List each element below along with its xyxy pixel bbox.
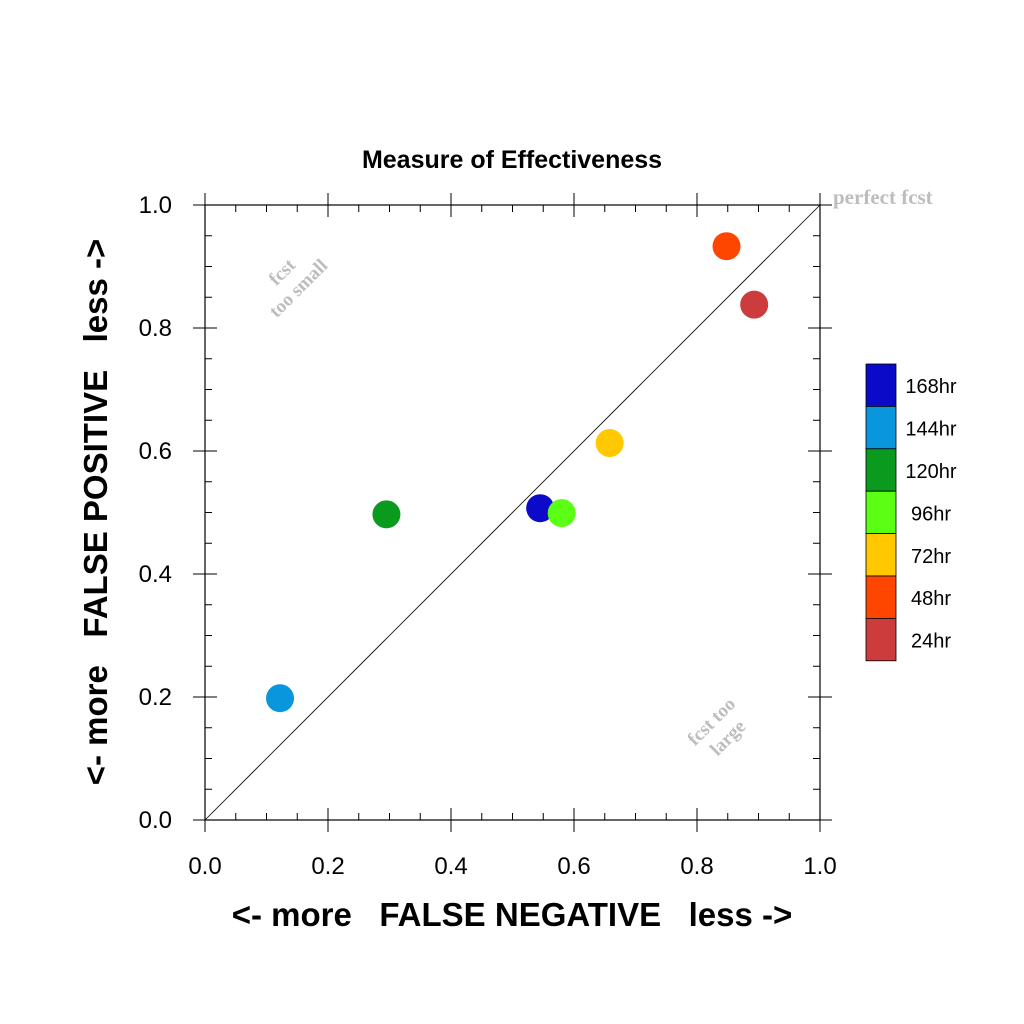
x-tick-label: 0.8: [680, 853, 713, 880]
y-tick-label: 0.2: [139, 684, 172, 711]
point-48hr: [712, 232, 741, 261]
perfect-forecast-diagonal: [204, 204, 821, 821]
x-tick-label: 1.0: [803, 853, 836, 880]
y-axis-label: <- more FALSE POSITIVE less ->: [77, 239, 114, 786]
y-tick-labels: 0.0 0.2 0.4 0.6 0.8 1.0: [139, 192, 172, 834]
x-tick-labels: 0.0 0.2 0.4 0.6 0.8 1.0: [188, 853, 836, 880]
legend: 168hr 144hr 120hr 96hr 72hr 48hr 24hr: [865, 363, 957, 662]
legend-swatch-96hr: [865, 490, 897, 535]
legend-swatch-48hr: [865, 575, 897, 619]
legend-label-96hr: 96hr: [911, 503, 951, 525]
axis-ticks: [193, 193, 832, 832]
y-tick-label: 0.0: [139, 807, 172, 834]
legend-label-168hr: 168hr: [905, 376, 956, 398]
legend-label-120hr: 120hr: [905, 461, 956, 483]
data-points: [266, 232, 769, 713]
y-tick-label: 0.4: [139, 561, 172, 588]
perfect-forecast-annotation: perfect fcst: [833, 185, 933, 209]
x-tick-label: 0.0: [188, 853, 221, 880]
point-144hr: [266, 684, 295, 713]
legend-label-24hr: 24hr: [911, 631, 951, 653]
legend-label-144hr: 144hr: [905, 419, 956, 441]
legend-swatch-168hr: [865, 363, 897, 407]
legend-swatch-120hr: [865, 448, 897, 492]
legend-swatch-72hr: [865, 533, 897, 577]
fcst-too-large-annotation: fcst too large: [684, 694, 750, 760]
fcst-too-small-annotation: fcst too small: [265, 254, 332, 322]
chart-title: Measure of Effectiveness: [362, 146, 662, 174]
legend-label-72hr: 72hr: [911, 546, 951, 568]
y-tick-label: 0.6: [139, 438, 172, 465]
x-tick-label: 0.6: [557, 853, 590, 880]
legend-label-48hr: 48hr: [911, 588, 951, 610]
x-tick-label: 0.2: [311, 853, 344, 880]
point-168hr: [526, 494, 555, 523]
legend-swatch-144hr: [865, 405, 897, 450]
point-120hr: [372, 500, 401, 529]
x-tick-label: 0.4: [434, 853, 467, 880]
point-24hr: [740, 290, 769, 319]
y-tick-label: 0.8: [139, 315, 172, 342]
legend-swatch-24hr: [865, 618, 897, 662]
point-72hr: [595, 429, 624, 458]
y-tick-label: 1.0: [139, 192, 172, 219]
point-96hr: [547, 499, 576, 528]
x-axis-label: <- more FALSE NEGATIVE less ->: [232, 896, 793, 933]
